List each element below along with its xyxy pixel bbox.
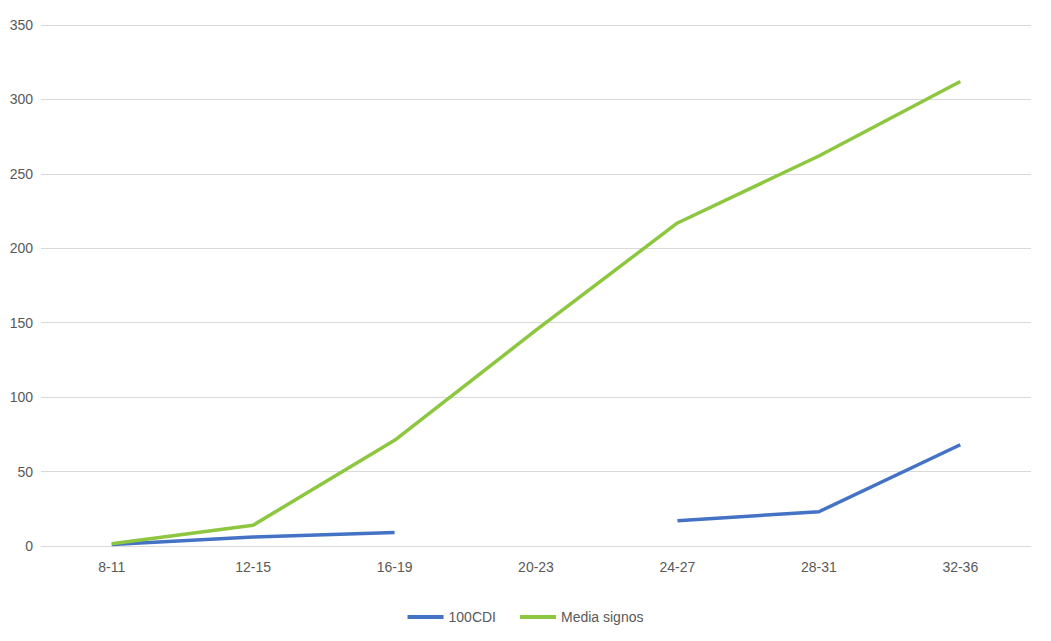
svg-text:350: 350 [10,17,34,33]
svg-text:50: 50 [17,464,33,480]
svg-text:150: 150 [10,315,34,331]
svg-text:24-27: 24-27 [660,559,696,575]
svg-text:16-19: 16-19 [377,559,413,575]
svg-text:8-11: 8-11 [98,559,125,575]
svg-text:300: 300 [10,91,34,107]
svg-text:20-23: 20-23 [518,559,554,575]
svg-text:200: 200 [10,240,34,256]
svg-text:100: 100 [10,389,34,405]
svg-text:250: 250 [10,166,34,182]
svg-text:Media signos: Media signos [561,609,644,625]
svg-text:28-31: 28-31 [801,559,837,575]
svg-text:100CDI: 100CDI [449,609,496,625]
svg-text:0: 0 [25,538,33,554]
svg-text:32-36: 32-36 [942,559,978,575]
svg-text:12-15: 12-15 [235,559,271,575]
